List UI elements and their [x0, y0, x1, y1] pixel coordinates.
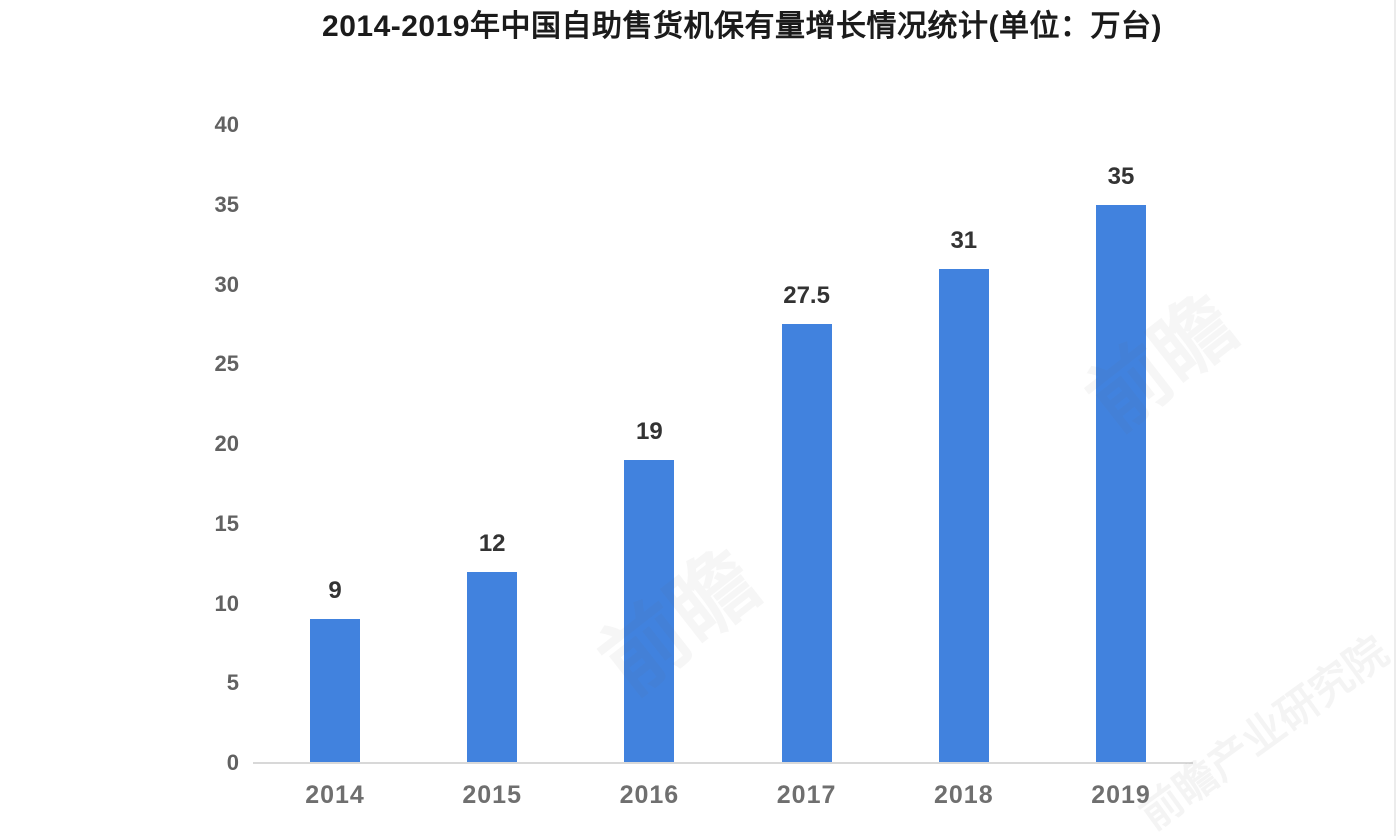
x-tick-label: 2017	[776, 781, 837, 809]
bar-value-label: 35	[1107, 162, 1135, 190]
watermark-text: 前瞻	[1071, 278, 1253, 448]
bar	[1096, 204, 1146, 762]
y-tick-label: 15	[214, 510, 239, 536]
bar-value-label: 9	[328, 577, 342, 605]
x-tick-label: 2016	[619, 781, 680, 809]
x-tick-label: 2018	[933, 781, 994, 809]
bar-value-label: 27.5	[783, 282, 830, 310]
y-tick-label: 25	[214, 351, 239, 377]
bar	[467, 571, 518, 762]
bar-value-label: 12	[478, 529, 506, 557]
bar	[624, 459, 675, 762]
bar	[310, 619, 360, 762]
y-tick-label: 5	[226, 670, 239, 696]
bar-value-label: 19	[636, 417, 663, 445]
y-tick-label: 10	[214, 590, 239, 616]
y-tick-label: 30	[214, 271, 239, 297]
watermark-text: 前瞻	[583, 533, 777, 713]
y-tick-label: 35	[214, 191, 239, 217]
right-edge-line	[1394, 0, 1396, 836]
x-tick-label: 2014	[305, 781, 365, 809]
chart-title: 2014-2019年中国自助售货机保有量增长情况统计(单位：万台)	[322, 10, 1162, 43]
bar	[938, 268, 989, 762]
bar-value-label: 31	[950, 226, 978, 254]
bar	[781, 324, 832, 762]
x-axis-line	[253, 762, 1193, 764]
y-tick-label: 40	[214, 112, 239, 137]
y-tick-label: 0	[226, 750, 239, 775]
x-tick-label: 2015	[462, 781, 522, 809]
x-tick-label: 2019	[1091, 781, 1151, 809]
y-tick-label: 20	[214, 431, 239, 456]
